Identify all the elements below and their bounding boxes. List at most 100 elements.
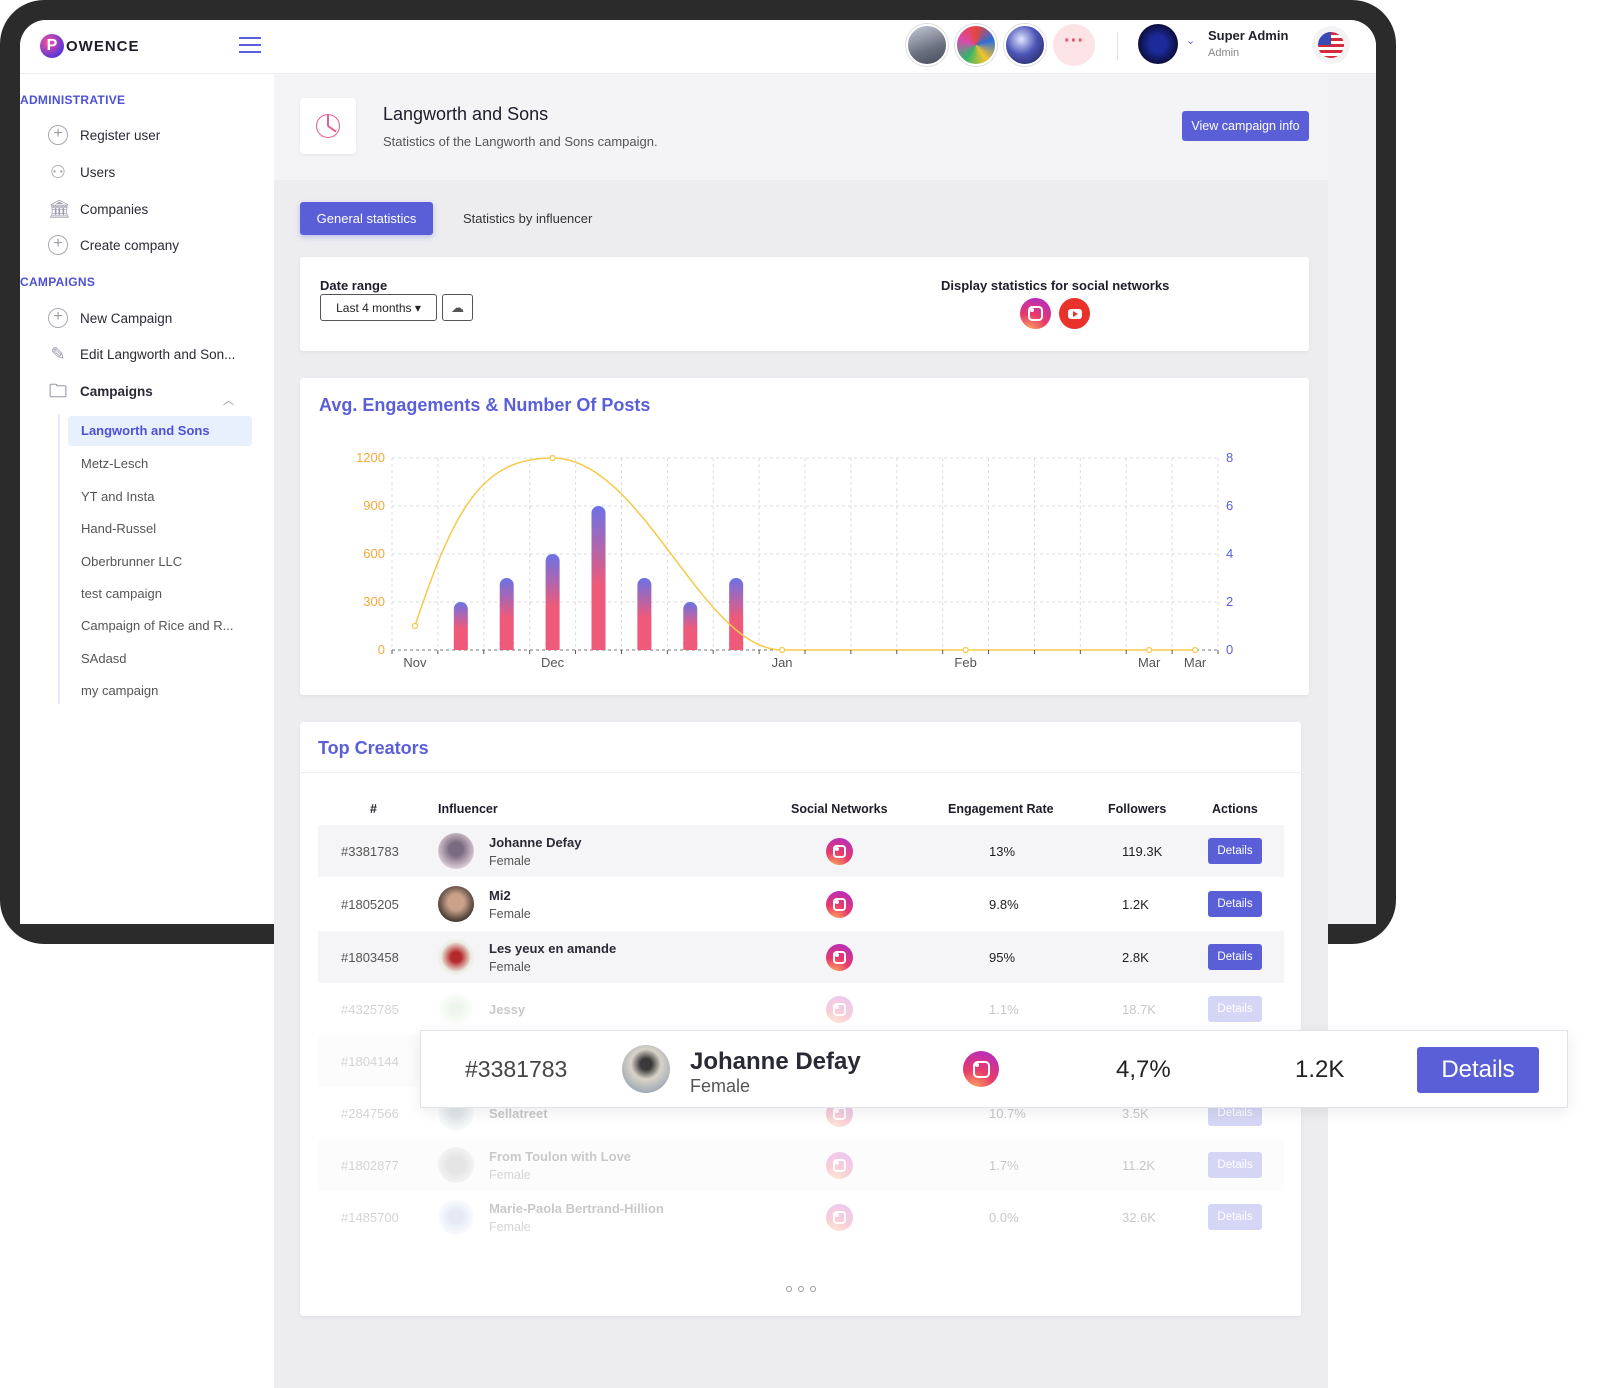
engagement-chart: 1200 900 600 300 0 8 6 4 2 0 Nov Dec Jan Feb Mar Mar [356,450,1233,670]
tab-statistics-by-influencer[interactable]: Statistics by influencer [463,211,593,226]
row-engagement-rate: 9.8% [989,897,1019,912]
team-avatar[interactable] [906,24,948,66]
details-button[interactable]: Details [1208,891,1262,917]
top-bar: P OWENCE ··· ⌄ Super Admin Admin [20,20,1376,74]
language-selector[interactable] [1312,26,1350,64]
line-point [1146,646,1153,654]
table-row[interactable]: #3381783 Johanne Defay Female 13% 119.3K Deta… [318,825,1284,877]
chevron-down-icon[interactable]: ⌄ [1186,35,1196,47]
col-header-influencer: Influencer [438,802,498,816]
sidebar-item-new-campaign[interactable]: + New Campaign [48,308,172,328]
sidebar-item-users[interactable]: ⚇ Users [48,162,115,182]
sub-item[interactable]: YT and Insta [81,489,155,504]
row-id: #1485700 [341,1210,399,1225]
sub-item[interactable]: Hand-Russel [81,521,157,536]
instagram-icon[interactable] [963,1051,999,1087]
row-followers: 11.2K [1122,1158,1156,1173]
row-id: #1805205 [341,897,399,912]
sidebar-item-campaigns[interactable]: 🗀 Campaigns [48,381,153,401]
youtube-icon[interactable] [1059,298,1090,329]
date-range-select[interactable]: Last 4 months ▾ [320,294,437,321]
menu-icon[interactable] [239,37,261,53]
popout-details-button[interactable]: Details [1417,1047,1539,1093]
avatar [438,1199,474,1235]
details-button[interactable]: Details [1208,944,1262,970]
table-row[interactable]: #4325785 Jessy 1.1% 18.7K Details [318,983,1284,1035]
plus-circle-icon: + [48,235,68,255]
instagram-glyph [833,898,846,911]
avatar [438,833,474,869]
sidebar-item-companies[interactable]: 🏛 Companies [48,199,148,219]
instagram-icon[interactable] [826,996,853,1023]
row-name: Mi2 [489,888,511,903]
sub-item[interactable]: test campaign [81,586,162,601]
details-button[interactable]: Details [1208,1152,1262,1178]
sub-item-langworth[interactable]: Langworth and Sons [81,423,210,438]
dot[interactable] [810,1286,816,1292]
instagram-icon[interactable] [1020,298,1051,329]
sidebar-item-label: New Campaign [80,310,173,326]
left-tick-label: 900 [363,498,385,513]
chevron-up-icon[interactable]: ︿ [223,395,234,407]
x-tick-label: Nov [403,655,427,670]
details-button[interactable]: Details [1208,996,1262,1022]
view-campaign-info-button[interactable]: View campaign info [1182,111,1309,141]
line-point [549,454,556,462]
section-title-campaigns: CAMPAIGNS [20,275,96,289]
tab-general-statistics[interactable]: General statistics [300,202,433,235]
sidebar-item-create-company[interactable]: + Create company [48,235,179,255]
sidebar-item-register-user[interactable]: + Register user [48,125,160,145]
campaign-icon-box [300,98,356,154]
instagram-glyph [833,1003,846,1016]
date-range-label: Date range [320,278,388,293]
details-button[interactable]: Details [1208,1204,1262,1230]
table-row[interactable]: #1485700 Marie-Paola Bertrand-Hillion Fema… [318,1191,1284,1243]
pagination-dots[interactable] [786,1286,816,1292]
instagram-icon[interactable] [826,1152,853,1179]
user-name: Super Admin [1208,28,1289,43]
popout-id: #3381783 [465,1056,568,1082]
left-tick-label: 300 [363,594,385,609]
sub-item[interactable]: Campaign of Rice and R... [81,618,234,633]
row-id: #1802877 [341,1158,399,1173]
user-role: Admin [1208,47,1240,59]
sidebar [20,74,302,924]
table-row[interactable]: #1803458 Les yeux en amande Female 95% 2.8K D… [318,931,1284,983]
instagram-icon[interactable] [826,1204,853,1231]
table-row[interactable]: #1805205 Mi2 Female 9.8% 1.2K Details [318,878,1284,930]
sidebar-item-label: Edit Langworth and Son... [80,346,236,362]
row-followers: 18.7K [1122,1002,1156,1017]
row-id: #1803458 [341,950,399,965]
instagram-icon[interactable] [826,891,853,918]
us-flag-icon [1318,32,1344,58]
sub-item[interactable]: my campaign [81,683,159,698]
row-followers: 2.8K [1122,950,1149,965]
row-gender: Female [489,960,531,974]
team-avatar[interactable] [1004,24,1046,66]
popout-name: Johanne Defay [690,1048,861,1075]
row-id: #4325785 [341,1002,399,1017]
dot[interactable] [798,1286,804,1292]
instagram-glyph [833,951,846,964]
instagram-icon[interactable] [826,944,853,971]
details-button[interactable]: Details [1208,838,1262,864]
more-avatars-button[interactable]: ··· [1053,24,1095,66]
sidebar-item-edit-campaign[interactable]: ✎ Edit Langworth and Son... [48,344,235,364]
chart-bar [729,578,744,650]
team-avatar[interactable] [955,24,997,66]
brand-logo[interactable]: P OWENCE [40,34,140,58]
instagram-icon[interactable] [826,838,853,865]
user-avatar[interactable] [1138,24,1178,64]
sub-item[interactable]: SAdasd [81,651,127,666]
cloud-download-icon[interactable]: ☁ [442,294,473,321]
sub-item[interactable]: Metz-Lesch [81,456,149,471]
row-engagement-rate: 1.1% [989,1002,1019,1017]
sub-item[interactable]: Oberbrunner LLC [81,554,183,569]
pie-chart-icon [316,114,340,138]
users-icon: ⚇ [49,162,67,182]
col-header-index: # [370,802,377,816]
table-row[interactable]: #1802877 From Toulon with Love Female 1.7% 1… [318,1139,1284,1191]
chart-bar [591,506,606,650]
chart-bars [453,506,744,650]
dot[interactable] [786,1286,792,1292]
